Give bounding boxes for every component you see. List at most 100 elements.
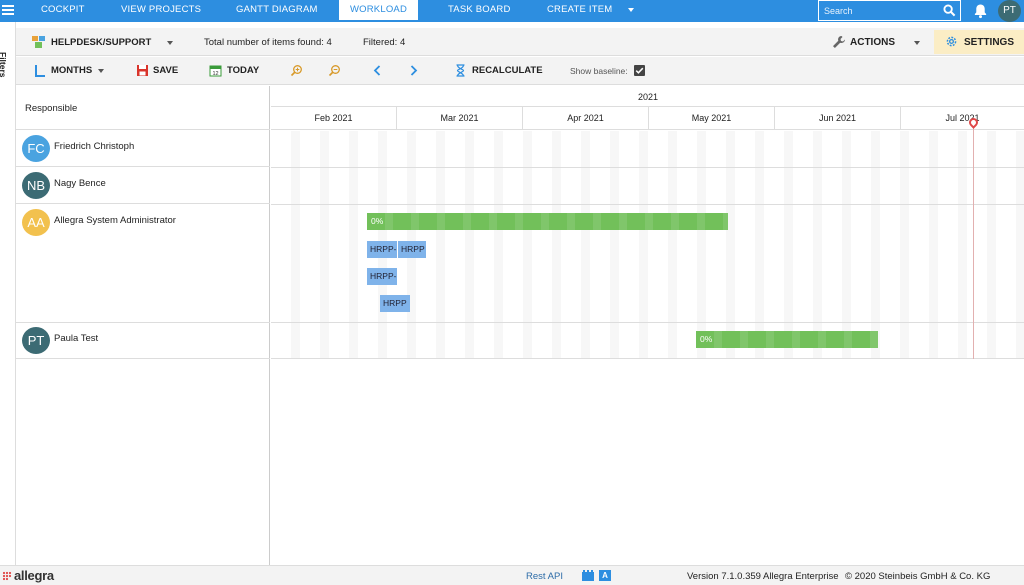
filters-sidebar-toggle[interactable]: Filters: [0, 22, 16, 565]
workload-summary-bar[interactable]: 0%: [367, 213, 728, 230]
months-scale-dropdown[interactable]: MONTHS: [51, 65, 93, 76]
nav-gantt-diagram[interactable]: GANTT DIAGRAM: [236, 4, 318, 15]
chevron-right-icon[interactable]: [407, 64, 420, 77]
resource-row[interactable]: NB Nagy Bence: [16, 168, 270, 204]
settings-button[interactable]: SETTINGS: [934, 30, 1024, 54]
weekend-stripe: [639, 131, 648, 359]
task-bar[interactable]: HRPP-: [367, 241, 397, 258]
chevron-left-icon[interactable]: [371, 64, 384, 77]
chart-row: [271, 168, 1024, 205]
notifications-bell-icon[interactable]: [973, 3, 988, 19]
search-box: [818, 0, 961, 21]
logo-dots-icon: [2, 571, 12, 581]
chevron-down-icon[interactable]: [98, 69, 104, 73]
weekend-stripe: [436, 131, 445, 359]
chart-row: [271, 323, 1024, 359]
settings-label: SETTINGS: [964, 37, 1015, 48]
task-bar[interactable]: HRPP: [398, 241, 426, 258]
weekend-stripe: [697, 131, 706, 359]
workload-summary-bar[interactable]: 0%: [696, 331, 878, 348]
weekend-stripe: [610, 131, 619, 359]
resource-grid: Responsible FC Friedrich Christoph NB Na…: [16, 86, 270, 565]
save-icon: [137, 65, 148, 76]
weekend-stripe: [349, 131, 358, 359]
weekend-stripe: [929, 131, 938, 359]
top-navigation-bar: COCKPIT VIEW PROJECTS GANTT DIAGRAM WORK…: [0, 0, 1024, 22]
today-button[interactable]: TODAY: [227, 65, 260, 76]
month-label: Jun 2021: [775, 107, 901, 130]
search-input[interactable]: [819, 1, 939, 20]
footer: allegra Rest API A Version 7.1.0.359 All…: [0, 565, 1024, 585]
today-calendar-icon: 12: [209, 65, 222, 77]
resource-name: Friedrich Christoph: [54, 141, 135, 152]
chart-row: [271, 131, 1024, 168]
weekend-stripe: [726, 131, 735, 359]
nav-create-item[interactable]: CREATE ITEM: [547, 4, 613, 15]
zoom-in-icon[interactable]: [290, 64, 303, 77]
project-icon: [32, 36, 45, 48]
nav-task-board[interactable]: TASK BOARD: [448, 4, 511, 15]
gear-icon: [946, 36, 957, 47]
version-text: Version 7.1.0.359 Allegra Enterprise: [687, 571, 839, 582]
weekend-stripe: [755, 131, 764, 359]
resource-row[interactable]: FC Friedrich Christoph: [16, 131, 270, 167]
month-label: Jul 2021: [945, 113, 980, 123]
svg-text:12: 12: [212, 71, 218, 77]
month-label: May 2021: [649, 107, 775, 130]
weekend-stripe: [291, 131, 300, 359]
avatar: NB: [22, 172, 50, 199]
resource-row[interactable]: PT Paula Test: [16, 323, 270, 359]
responsible-column-header[interactable]: Responsible: [16, 86, 270, 130]
weekend-stripe: [320, 131, 329, 359]
workload-chart: 2021 Feb 2021 Mar 2021 Apr 2021 May 2021…: [271, 86, 1024, 565]
nav-workload[interactable]: WORKLOAD: [339, 0, 418, 22]
avatar: AA: [22, 209, 50, 236]
show-baseline-checkbox[interactable]: [634, 65, 645, 76]
chart-row: [271, 205, 1024, 323]
resource-name: Nagy Bence: [54, 178, 106, 189]
weekend-stripe: [465, 131, 474, 359]
weekend-stripe: [900, 131, 909, 359]
resource-name: Allegra System Administrator: [54, 215, 176, 226]
chevron-down-icon: [914, 41, 920, 45]
filters-label: Filters: [0, 52, 8, 78]
months-scale-icon: [35, 65, 45, 77]
task-bar[interactable]: HRPP: [380, 295, 410, 312]
recalculate-button[interactable]: RECALCULATE: [472, 65, 543, 76]
month-label: Mar 2021: [397, 107, 523, 130]
weekend-stripe: [494, 131, 503, 359]
task-bar[interactable]: HRPP-: [367, 268, 397, 285]
weekend-stripe: [842, 131, 851, 359]
user-avatar[interactable]: PT: [998, 0, 1021, 22]
weekend-stripe: [581, 131, 590, 359]
save-button[interactable]: SAVE: [153, 65, 179, 76]
total-items-count: Total number of items found: 4: [204, 37, 332, 48]
month-header: Feb 2021 Mar 2021 Apr 2021 May 2021 Jun …: [271, 107, 1024, 130]
create-item-dropdown-icon[interactable]: [628, 8, 634, 12]
zoom-out-icon[interactable]: [328, 64, 341, 77]
month-label: Apr 2021: [523, 107, 649, 130]
checkmark-icon: [635, 67, 644, 74]
weekend-stripe: [958, 131, 967, 359]
rest-api-link[interactable]: Rest API: [526, 571, 563, 582]
weekend-stripe: [668, 131, 677, 359]
brand-name: allegra: [14, 568, 54, 583]
resource-name: Paula Test: [54, 333, 99, 344]
weekend-stripe: [523, 131, 532, 359]
copyright-text: © 2020 Steinbeis GmbH & Co. KG: [845, 571, 991, 582]
avatar: FC: [22, 135, 50, 162]
film-icon[interactable]: [582, 570, 594, 581]
nav-cockpit[interactable]: COCKPIT: [41, 4, 85, 15]
app-a-icon[interactable]: A: [599, 570, 611, 581]
weekend-stripe: [784, 131, 793, 359]
search-icon[interactable]: [943, 4, 956, 17]
responsible-header-label: Responsible: [25, 103, 78, 114]
show-baseline-label: Show baseline:: [570, 66, 628, 76]
project-dropdown-icon[interactable]: [167, 41, 173, 45]
month-label: Feb 2021: [271, 107, 397, 130]
year-header: 2021: [271, 86, 1024, 107]
project-selector[interactable]: HELPDESK/SUPPORT: [51, 37, 152, 48]
hamburger-menu-icon[interactable]: [2, 3, 14, 17]
resource-row[interactable]: AA Allegra System Administrator: [16, 205, 270, 323]
nav-view-projects[interactable]: VIEW PROJECTS: [121, 4, 202, 15]
